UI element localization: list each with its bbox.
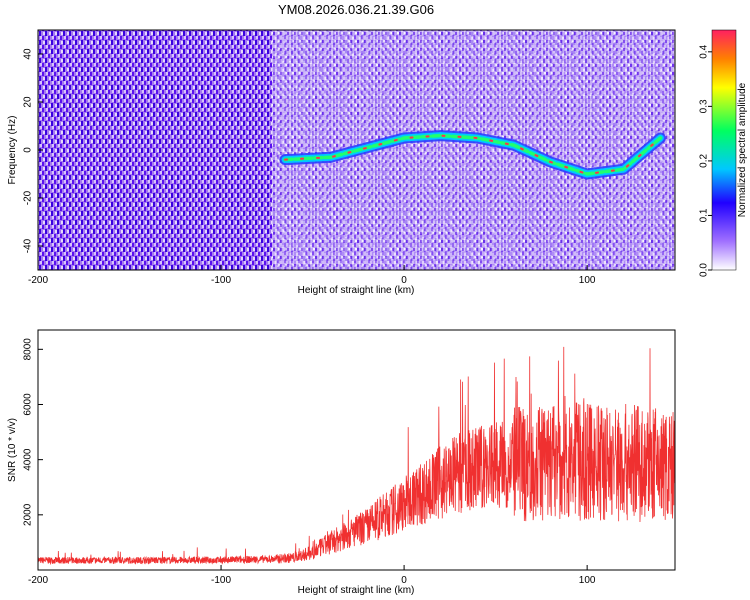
heatmap-ylabel: Frequency (Hz) xyxy=(7,116,18,185)
snr-xtick-label: 0 xyxy=(401,575,407,586)
snr-ytick-label: 4000 xyxy=(23,448,34,471)
heatmap-background-light xyxy=(272,30,675,270)
heatmap-ytick-label: 20 xyxy=(23,96,34,108)
colorbar-tick-label: 0.2 xyxy=(699,154,710,168)
colorbar: 0.0 0.1 0.2 0.3 0.4 Normalized spectral ampl… xyxy=(699,29,748,277)
heatmap-ytick-label: -40 xyxy=(23,238,34,253)
heatmap-ytick-label: 40 xyxy=(23,48,34,60)
colorbar-tick-label: 0.4 xyxy=(699,44,710,58)
colorbar-tick-label: 0.1 xyxy=(699,208,710,222)
snr-ytick-label: 2000 xyxy=(23,503,34,526)
ridge-peak xyxy=(285,376,660,414)
ridge-core xyxy=(285,376,660,414)
heatmap-ytick-label: 0 xyxy=(23,147,34,153)
colorbar-label: Normalized spectral amplitude xyxy=(737,82,748,217)
snr-frame xyxy=(37,329,676,571)
snr-ytick-label: 8000 xyxy=(23,338,34,361)
snr-series-line xyxy=(38,346,675,566)
heatmap-xtick-label: -100 xyxy=(211,275,231,286)
ridge-peak xyxy=(284,134,662,176)
snr-xtick-label: -200 xyxy=(28,575,48,586)
snr-xtick-label: 100 xyxy=(579,575,596,586)
snr-ylabel: SNR (10 * v/v) xyxy=(7,418,18,482)
ridge-mid xyxy=(285,376,660,414)
ridge-outer xyxy=(285,376,660,414)
colorbar-tick-label: 0.0 xyxy=(699,263,710,277)
heatmap-xtick-label: 100 xyxy=(579,275,596,286)
heatmap-xlabel: Height of straight line (km) xyxy=(298,285,415,296)
heatmap-xtick-label: -200 xyxy=(28,275,48,286)
snr-xlabel: Height of straight line (km) xyxy=(298,585,415,596)
colorbar-tick-label: 0.3 xyxy=(699,99,710,113)
heatmap-ytick-label: -20 xyxy=(23,190,34,205)
snr-xtick-label: -100 xyxy=(211,575,231,586)
snr-panel: -200 -100 0 100 2000 4000 6000 8000 Height of s… xyxy=(7,329,676,596)
figure-title: YM08.2026.036.21.39.G06 xyxy=(278,2,434,17)
snr-ytick-label: 6000 xyxy=(23,393,34,416)
colorbar-gradient xyxy=(711,29,737,271)
heatmap-xtick-label: 0 xyxy=(401,275,407,286)
